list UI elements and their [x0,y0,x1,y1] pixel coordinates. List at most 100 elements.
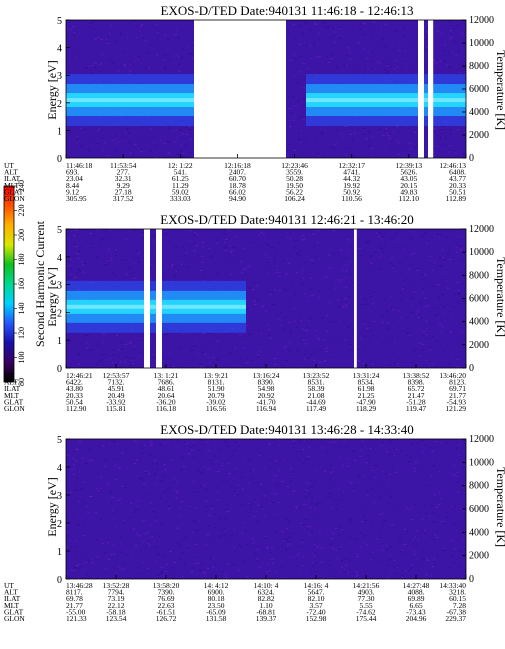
orbit-row-label: GLAT [4,397,24,406]
orbit-value: 21.77 [66,601,83,610]
colorbar-tick-label: 220 [17,205,26,217]
orbit-value: 4741. [343,168,360,177]
y-right-tick-label: 2000 [469,551,489,562]
data-gap [428,20,434,158]
orbit-value: 14:10: 4 [254,581,279,590]
data-gap [194,20,286,158]
orbit-value: 110.56 [342,194,363,203]
orbit-row-label: UT [4,581,14,590]
colorbar-tick-label: 180 [17,254,26,266]
y-tick-label: 1 [57,336,62,347]
orbit-value: 22.63 [158,601,175,610]
y-right-tick-label: 2000 [469,130,489,141]
orbit-value: 13:46:20 [439,371,466,380]
orbit-value: 21.47 [408,391,425,400]
orbit-value: 12: 1:22 [168,161,193,170]
y-tick-label: 5 [57,435,62,446]
y-tick-label: 1 [57,126,62,137]
data-gap [354,229,357,368]
y-right-tick-label: 6000 [469,84,489,95]
orbit-value: 8390. [258,378,275,387]
plot-area [66,439,466,579]
orbit-value: 13:38:52 [403,371,430,380]
orbit-value: -39.02 [206,397,226,406]
orbit-value: -55.00 [66,607,86,616]
orbit-value: 14:21:56 [353,581,380,590]
orbit-value: 58.39 [308,384,325,393]
orbit-value: 8117. [66,588,83,597]
y-right-tick-label: 8000 [469,270,489,281]
orbit-value: 43.77 [449,174,466,183]
spectrogram-panel-1: EXOS-D/TED Date:940131 11:46:18 - 12:46:… [4,3,505,203]
orbit-value: 118.29 [356,404,377,413]
panel-1-ylabel: Energy [eV] [45,60,59,119]
orbit-row-label: UT [4,371,14,380]
orbit-value: 541. [174,168,187,177]
orbit-value: 12:53:57 [103,371,130,380]
orbit-value: 112.10 [399,194,420,203]
orbit-value: -33.92 [106,397,126,406]
data-gap [418,20,424,158]
orbit-value: 7132. [108,378,125,387]
orbit-value: 3.57 [309,601,322,610]
orbit-value: 3559. [286,168,303,177]
noise-texture [66,439,466,579]
orbit-value: -44.69 [306,397,326,406]
orbit-row-label: ILAT [4,594,21,603]
panel-2-ylabel-right: Temperature [K] [494,257,505,337]
orbit-value: 6900. [208,588,225,597]
y-tick-label: 2 [57,519,62,530]
y-tick-label: 2 [57,308,62,319]
orbit-value: 175.44 [356,614,377,623]
orbit-value: 49.83 [400,187,417,196]
orbit-row-label: GLON [4,404,25,413]
y-right-tick-label: 4000 [469,317,489,328]
orbit-value: 8123. [449,378,466,387]
orbit-value: -54.93 [447,397,467,406]
orbit-value: 73.19 [108,594,125,603]
orbit-value: 48.61 [158,384,175,393]
orbit-value: 13:52:28 [103,581,130,590]
orbit-value: 4088. [408,588,425,597]
y-right-tick-label: 12000 [469,224,494,235]
orbit-value: 45.91 [108,384,125,393]
orbit-value: -74.62 [356,607,376,616]
orbit-row-label: ALT [4,588,18,597]
colorbar-tick-label: 80 [17,378,26,386]
orbit-value: 12:32:17 [338,161,365,170]
orbit-value: 9.29 [117,181,130,190]
colorbar-tick-label: 240 [17,180,26,192]
y-right-tick-label: 4000 [469,107,489,118]
colorbar-tick-label: 120 [17,327,26,339]
orbit-row-label: GLON [4,614,25,623]
colorbar-label: Second Harmonic Current [33,220,47,347]
orbit-value: 21.08 [308,391,325,400]
orbit-value: 14: 4:12 [204,581,229,590]
orbit-value: 66.02 [229,187,246,196]
orbit-row-label: GLAT [4,607,24,616]
orbit-value: -73.43 [406,607,426,616]
y-right-tick-label: 0 [469,153,474,164]
y-right-tick-label: 2000 [469,340,489,351]
y-tick-label: 0 [57,575,62,586]
y-tick-label: 3 [57,71,62,82]
orbit-value: 82.10 [308,594,325,603]
orbit-value: 94.90 [229,194,246,203]
orbit-value: 12:23:46 [281,161,308,170]
orbit-value: 7.28 [453,601,466,610]
spectrogram-panel-2: EXOS-D/TED Date:940131 12:46:21 - 13:46:… [4,212,505,413]
orbit-value: 20.79 [208,391,225,400]
orbit-value: 65.72 [408,384,425,393]
orbit-value: 11:46:18 [66,161,93,170]
orbit-value: -47.90 [356,397,376,406]
data-gap [156,229,162,368]
orbit-value: 333.03 [170,194,191,203]
orbit-value: 54.98 [258,384,275,393]
orbit-row-label: ILAT [4,174,21,183]
orbit-value: 6324. [258,588,275,597]
orbit-value: 59.02 [172,187,189,196]
orbit-value: 14:33:40 [439,581,466,590]
orbit-value: 317.52 [113,194,134,203]
emission-band [66,74,194,127]
